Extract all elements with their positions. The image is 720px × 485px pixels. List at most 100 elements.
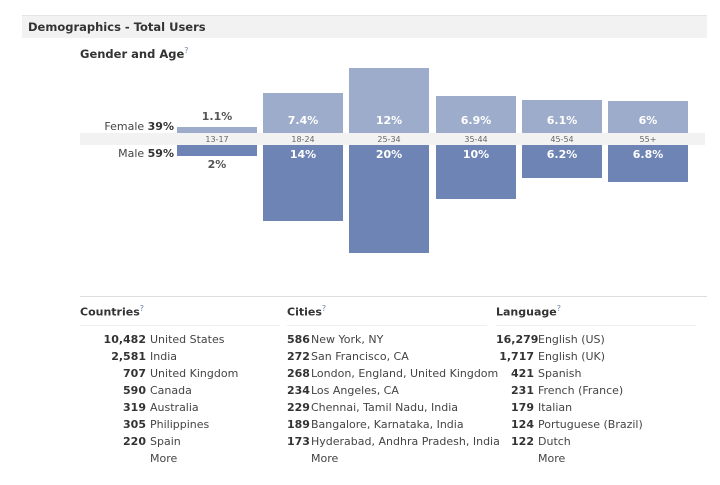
list-title: Language? [496,304,696,326]
item-count: 1,717 [499,349,534,363]
male-value-label: 14% [289,148,317,161]
item-count: 234 [287,383,310,397]
gender-age-title: Gender and Age? [80,46,189,61]
item-label: Philippines [150,417,210,431]
female-label: Female 39% [104,120,174,133]
age-label: 13-17 [205,135,229,144]
item-count: 173 [287,434,310,448]
male-label: Male 59% [118,147,174,160]
age-label: 18-24 [291,135,315,144]
male-bar [608,145,688,182]
item-label: New York, NY [311,332,384,346]
age-label: 45-54 [550,135,574,144]
age-label: 35-44 [464,135,488,144]
list-item: 2,581 India [80,348,280,365]
list-item: 229Chennai, Tamil Nadu, India [287,399,487,416]
help-icon[interactable]: ? [321,304,327,313]
item-label: London, England, United Kingdom [311,366,499,380]
item-count: 305 [123,417,146,431]
male-value-label: 2% [207,158,227,171]
item-count: 231 [511,383,534,397]
list-item: 10,482 United States [80,331,280,348]
female-bar [522,100,602,133]
list-item: 707 United Kingdom [80,365,280,382]
list-item: 268London, England, United Kingdom [287,365,498,382]
item-count: 16,279 [496,332,539,346]
item-label: Australia [150,400,199,414]
list-cities: Cities? 586New York, NY 272San Francisco, … [287,304,500,467]
list-item: 590 Canada [80,382,280,399]
list-item: 234Los Angeles, CA [287,382,487,399]
item-label: Spain [150,434,181,448]
female-bar [436,96,516,133]
more-link[interactable]: More [150,451,178,465]
item-count: 122 [511,434,534,448]
item-label: Los Angeles, CA [311,383,399,397]
item-label: French (France) [538,383,624,397]
item-label: English (UK) [538,349,606,363]
list-countries: Countries? 10,482 United States 2,581 India 7… [80,304,280,467]
male-value-label: 6.8% [632,148,664,161]
male-bar [177,145,257,156]
item-label: Chennai, Tamil Nadu, India [311,400,459,414]
item-label: San Francisco, CA [311,349,409,363]
item-count: 590 [123,383,146,397]
item-count: 272 [287,349,310,363]
section-title: Demographics - Total Users [28,20,206,34]
male-value-label: 10% [462,148,490,161]
male-value-label: 20% [375,148,403,161]
item-count: 10,482 [103,332,146,346]
item-count: 319 [123,400,146,414]
male-bar [522,145,602,178]
female-value-label: 1.1% [201,110,233,123]
list-item: 122 Dutch [496,433,696,450]
male-bar [349,145,429,253]
female-bar [263,93,343,133]
list-item: 179 Italian [496,399,696,416]
item-count: 707 [123,366,146,380]
list-language: Language? 16,279English (US) 1,717 English … [496,304,696,467]
list-item: 305 Philippines [80,416,280,433]
help-icon[interactable]: ? [139,304,145,313]
list-item: 189Bangalore, Karnataka, India [287,416,487,433]
female-bar [608,101,688,133]
item-label: English (US) [538,332,605,346]
item-label: Dutch [538,434,571,448]
female-value-label: 6% [638,114,658,127]
female-bar [177,127,257,133]
help-icon[interactable]: ? [184,46,189,55]
list-title: Countries? [80,304,280,326]
item-count: 179 [511,400,534,414]
item-count: 220 [123,434,146,448]
age-label: 55+ [639,135,657,144]
item-label: United Kingdom [150,366,239,380]
list-item: 586New York, NY [287,331,487,348]
item-label: Hyderabad, Andhra Pradesh, India [311,434,500,448]
divider [80,296,707,297]
female-value-label: 12% [375,114,403,127]
item-count: 586 [287,332,310,346]
item-label: Canada [150,383,192,397]
female-bar [349,68,429,133]
list-item: 319 Australia [80,399,280,416]
more-link[interactable]: More [538,451,566,465]
list-item: 272San Francisco, CA [287,348,487,365]
item-label: Spanish [538,366,582,380]
list-item: 124 Portuguese (Brazil) [496,416,696,433]
list-item: 231 French (France) [496,382,696,399]
more-link[interactable]: More [311,451,339,465]
list-title: Cities? [287,304,487,326]
item-count: 124 [511,417,534,431]
item-label: United States [150,332,225,346]
item-label: Italian [538,400,573,414]
help-icon[interactable]: ? [556,304,561,313]
list-item: 16,279English (US) [496,331,696,348]
item-label: Portuguese (Brazil) [538,417,643,431]
age-band [80,133,705,145]
list-item: 421 Spanish [496,365,696,382]
female-value-label: 6.1% [546,114,578,127]
item-count: 268 [287,366,310,380]
item-label: India [150,349,177,363]
item-count: 421 [511,366,534,380]
